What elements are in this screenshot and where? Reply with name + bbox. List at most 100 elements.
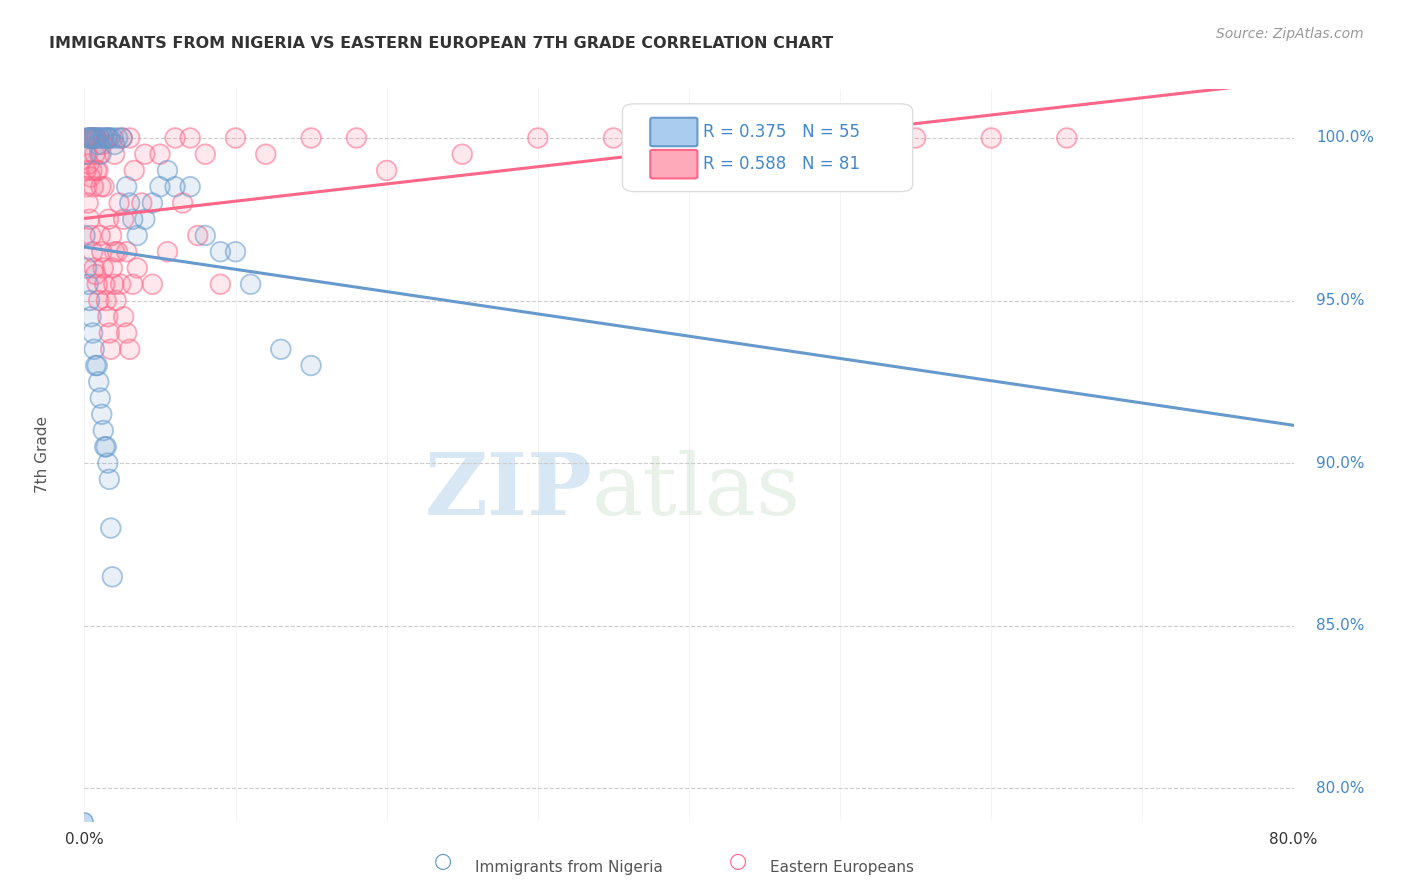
Point [97, 456, 120, 470]
Point [91, 260, 114, 275]
Point [83, 343, 105, 357]
Point [127, 260, 149, 275]
Text: ○: ○ [434, 851, 451, 871]
Point [86, 163, 108, 178]
Point [111, 131, 134, 145]
Point [94, 440, 117, 454]
Point [82, 179, 104, 194]
Text: 100.0%: 100.0% [1316, 130, 1374, 145]
Point [111, 131, 134, 145]
Point [110, 277, 132, 292]
Point [87, 137, 110, 152]
Point [83, 260, 105, 275]
Point [97, 131, 120, 145]
Point [91, 137, 114, 152]
Point [107, 131, 129, 145]
Point [108, 196, 131, 211]
Point [112, 310, 135, 324]
Point [375, 163, 398, 178]
Point [299, 359, 322, 373]
Point [194, 147, 217, 161]
Point [107, 131, 129, 145]
Point [101, 570, 124, 584]
Point [84, 147, 107, 161]
Point [83, 260, 105, 275]
Point [141, 196, 163, 211]
Point [82, 179, 104, 194]
Point [79, 131, 101, 145]
Text: 7th Grade: 7th Grade [35, 417, 49, 493]
Point [80, 131, 103, 145]
Point [602, 131, 624, 145]
Point [90, 407, 112, 421]
Text: ZIP: ZIP [425, 450, 592, 533]
Point [103, 277, 125, 292]
Point [96, 131, 118, 145]
Point [134, 212, 156, 227]
Point [90, 179, 112, 194]
Point [100, 521, 122, 535]
Point [115, 326, 138, 340]
Point [79, 131, 101, 145]
Point [89, 147, 111, 161]
Point [86, 277, 108, 292]
Point [87, 163, 110, 178]
Point [96, 293, 118, 308]
Point [149, 147, 172, 161]
Point [84, 131, 107, 145]
Point [172, 196, 194, 211]
Point [82, 244, 104, 259]
Point [104, 137, 127, 152]
Point [980, 131, 1002, 145]
Point [127, 228, 149, 243]
Point [121, 212, 143, 227]
Point [79, 169, 101, 184]
Point [100, 343, 122, 357]
Point [96, 293, 118, 308]
Point [105, 293, 128, 308]
Point [77, 277, 100, 292]
Point [100, 228, 122, 243]
Point [194, 228, 217, 243]
Point [100, 228, 122, 243]
Point [118, 196, 141, 211]
Point [84, 131, 107, 145]
Point [77, 277, 100, 292]
Point [104, 244, 127, 259]
Point [225, 131, 247, 145]
Point [134, 147, 156, 161]
Point [270, 343, 292, 357]
Point [101, 570, 124, 584]
Point [91, 260, 114, 275]
Text: 80.0%: 80.0% [1270, 832, 1317, 847]
Point [90, 244, 112, 259]
Point [84, 359, 107, 373]
Point [87, 163, 110, 178]
Point [89, 391, 111, 405]
Point [299, 131, 322, 145]
Point [90, 244, 112, 259]
Point [75, 228, 97, 243]
Text: R = 0.375   N = 55: R = 0.375 N = 55 [703, 122, 860, 141]
Point [77, 196, 100, 211]
Point [98, 326, 121, 340]
Point [80, 131, 103, 145]
Point [93, 131, 115, 145]
Point [179, 131, 201, 145]
Point [89, 131, 111, 145]
Point [115, 179, 138, 194]
Point [82, 131, 104, 145]
Text: 80.0%: 80.0% [1316, 780, 1365, 796]
Point [96, 131, 118, 145]
Point [451, 147, 474, 161]
Point [89, 131, 111, 145]
Point [209, 244, 232, 259]
Point [98, 472, 121, 486]
Point [82, 244, 104, 259]
Point [76, 147, 98, 161]
Point [89, 131, 111, 145]
Point [89, 391, 111, 405]
Point [90, 147, 112, 161]
Point [75, 163, 97, 178]
Point [225, 244, 247, 259]
